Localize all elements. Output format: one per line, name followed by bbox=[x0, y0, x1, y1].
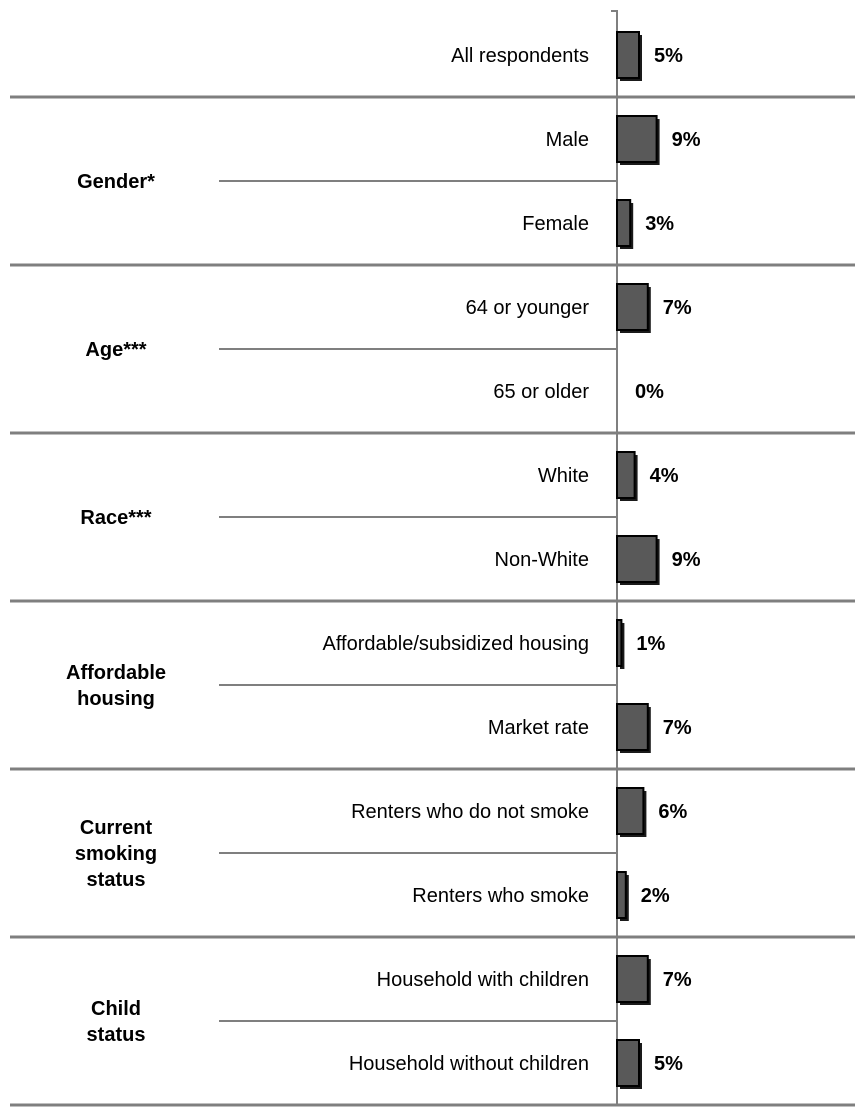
group-label: Current bbox=[80, 817, 153, 839]
bars-layer bbox=[617, 32, 660, 1089]
group-label: housing bbox=[77, 688, 155, 710]
group-label: status bbox=[87, 1024, 146, 1046]
value-label: 7% bbox=[663, 969, 692, 991]
group-label: Affordable bbox=[66, 662, 166, 684]
value-label: 7% bbox=[663, 297, 692, 319]
group-label: Child bbox=[91, 998, 141, 1020]
category-label: 64 or younger bbox=[466, 297, 590, 319]
category-label: Market rate bbox=[488, 717, 589, 739]
bar bbox=[617, 620, 621, 666]
group-label: status bbox=[87, 869, 146, 891]
value-label: 7% bbox=[663, 717, 692, 739]
value-label: 2% bbox=[641, 885, 670, 907]
category-label: All respondents bbox=[451, 45, 589, 67]
value-label: 5% bbox=[654, 1053, 683, 1075]
group-label: Age*** bbox=[85, 339, 146, 361]
bar bbox=[617, 200, 630, 246]
bar bbox=[617, 32, 639, 78]
group-label: Race*** bbox=[80, 507, 151, 529]
bar bbox=[617, 116, 657, 162]
category-label: Renters who smoke bbox=[412, 885, 589, 907]
bar bbox=[617, 284, 648, 330]
value-label: 9% bbox=[672, 129, 701, 151]
value-label: 0% bbox=[635, 381, 664, 403]
group-label: Gender* bbox=[77, 171, 155, 193]
value-label: 1% bbox=[636, 633, 665, 655]
value-label: 5% bbox=[654, 45, 683, 67]
bar bbox=[617, 704, 648, 750]
category-label: 65 or older bbox=[493, 381, 589, 403]
category-label: Female bbox=[522, 213, 589, 235]
category-label: Non-White bbox=[495, 549, 589, 571]
category-label: Male bbox=[546, 129, 589, 151]
value-label: 9% bbox=[672, 549, 701, 571]
bar bbox=[617, 536, 657, 582]
bar bbox=[617, 1040, 639, 1086]
category-label: Renters who do not smoke bbox=[351, 801, 589, 823]
value-label: 6% bbox=[658, 801, 687, 823]
bar bbox=[617, 452, 635, 498]
bar bbox=[617, 956, 648, 1002]
category-label: Household with children bbox=[377, 969, 589, 991]
group-label: smoking bbox=[75, 843, 157, 865]
category-label: Household without children bbox=[349, 1053, 589, 1075]
labels-layer: All respondents 5% Male 9% Female 3% Gender* 64… bbox=[66, 45, 701, 1075]
category-label: White bbox=[538, 465, 589, 487]
category-label: Affordable/subsidized housing bbox=[323, 633, 589, 655]
bar bbox=[617, 788, 643, 834]
value-label: 4% bbox=[650, 465, 679, 487]
value-label: 3% bbox=[645, 213, 674, 235]
bar bbox=[617, 872, 626, 918]
